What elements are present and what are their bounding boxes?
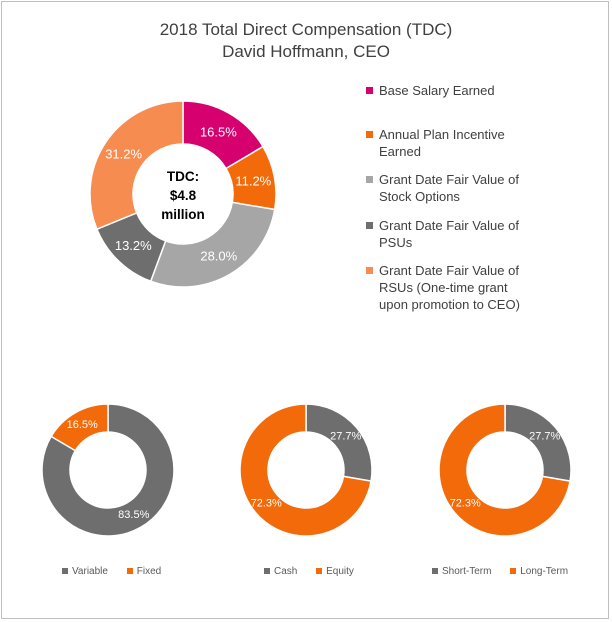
legend-item-fixed: Fixed <box>126 566 162 577</box>
donut-4-data-label-long-term: 72.3% <box>450 498 481 510</box>
legend-label-short-term: Short-Term <box>442 566 492 577</box>
legend-swatch <box>366 131 373 138</box>
donut-1-data-label-grant-date-fair-value-of-stock-options: 28.0% <box>200 248 237 263</box>
donut-1-slice-grant-date-fair-value-of-rsus-one-time-g <box>89 100 184 231</box>
legend-item-cash: Cash <box>264 566 297 577</box>
donut-2-data-label-variable: 83.5% <box>118 509 149 521</box>
legend-label-fixed: Fixed <box>136 566 162 577</box>
center-label-line-3: million <box>161 207 205 222</box>
donut-3-data-label-cash: 27.7% <box>330 430 361 442</box>
donut-2-slice-variable <box>41 403 175 537</box>
legend-label: Grant Date Fair Value of RSUs (One-time … <box>379 263 520 312</box>
legend-item-long-term: Long-Term <box>510 566 568 577</box>
center-label-line-2: $4.8 <box>169 188 197 203</box>
legend-item-stock-options: Grant Date Fair Value of Stock Options <box>366 171 566 205</box>
donut-1-slice-grant-date-fair-value-of-stock-options <box>149 201 276 288</box>
legend-swatch-equity <box>316 568 323 574</box>
legend-item-rsus: Grant Date Fair Value of RSUs (One-time … <box>366 262 566 313</box>
legend-swatch-variable <box>62 568 68 574</box>
donut-3-slice-cash <box>305 403 373 483</box>
donut-4-data-label-short-term: 27.7% <box>529 430 560 442</box>
chart-subtitle: David Hoffmann, CEO <box>222 42 390 61</box>
legend-swatch-fixed <box>126 568 133 574</box>
legend-label: Grant Date Fair Value of PSUs <box>379 218 519 250</box>
donut-3-slice-equity <box>239 403 372 537</box>
legend-swatch-long-term <box>510 568 517 574</box>
donut-4-slice-long-term <box>438 403 571 537</box>
legend-cash-equity: Cash Equity <box>264 566 370 577</box>
donut-2-slice-fixed <box>50 403 109 452</box>
donut-2-data-label-fixed: 16.5% <box>67 419 98 431</box>
legend-item-variable: Variable <box>62 566 108 577</box>
chart-title: 2018 Total Direct Compensation (TDC) <box>159 20 453 39</box>
legend-label-long-term: Long-Term <box>520 566 569 577</box>
legend-label-variable: Variable <box>72 566 108 577</box>
legend-item-equity: Equity <box>316 566 354 577</box>
legend-item-psus: Grant Date Fair Value of PSUs <box>366 217 566 251</box>
legend-swatch <box>366 87 373 94</box>
legend-item-annual-incentive: Annual Plan Incentive Earned <box>366 126 566 160</box>
legend-swatch-short-term <box>432 568 438 574</box>
legend-swatch <box>366 176 373 183</box>
donut-3-data-label-equity: 72.3% <box>251 498 282 510</box>
donut-1-data-label-annual-plan-incentive-earned: 11.2% <box>235 173 271 188</box>
legend-item-base-salary: Base Salary Earned <box>366 82 566 99</box>
legend-label: Grant Date Fair Value of Stock Options <box>379 172 519 204</box>
legend-label-equity: Equity <box>326 566 354 577</box>
donut-1-data-label-grant-date-fair-value-of-psus: 13.2% <box>115 238 152 253</box>
center-label-line-1: TDC: <box>166 169 200 184</box>
legend-label-cash: Cash <box>274 566 298 577</box>
legend-swatch-cash <box>264 568 270 574</box>
legend-item-short-term: Short-Term <box>432 566 491 577</box>
legend-swatch <box>366 267 373 274</box>
legend-swatch <box>366 222 373 229</box>
legend-short-long: Short-Term Long-Term <box>432 566 584 577</box>
legend-variable-fixed: Variable Fixed <box>62 566 177 577</box>
donut-1-data-label-grant-date-fair-value-of-rsus-one-time-g: 31.2% <box>105 147 142 162</box>
legend-label: Annual Plan Incentive Earned <box>379 127 505 159</box>
legend-label: Base Salary Earned <box>379 83 495 98</box>
donut-4-slice-short-term <box>504 403 572 483</box>
donut-1-data-label-base-salary-earned: 16.5% <box>200 124 237 139</box>
